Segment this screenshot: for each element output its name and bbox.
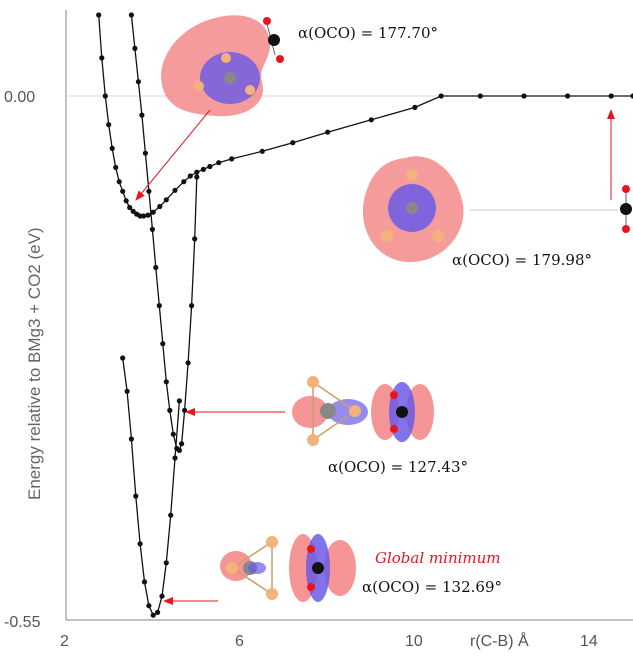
- data-point: [229, 156, 235, 162]
- data-point: [170, 431, 176, 437]
- data-point: [207, 163, 213, 170]
- data-point: [150, 209, 156, 215]
- data-point: [149, 226, 155, 232]
- data-point: [412, 104, 418, 110]
- data-point: [290, 140, 296, 146]
- data-point: [120, 188, 126, 194]
- data-point: [172, 187, 178, 193]
- data-point: [155, 609, 161, 616]
- data-point: [216, 160, 222, 166]
- angle-annotation-1: α(OCO) = 177.70°: [298, 24, 438, 42]
- data-point: [96, 12, 102, 18]
- data-point: [156, 303, 162, 309]
- x-tick-label: 14: [580, 633, 598, 650]
- orbital-illustration-3: [292, 376, 434, 446]
- data-point: [181, 179, 187, 185]
- x-tick-label: 2: [60, 633, 69, 650]
- data-point: [521, 93, 527, 99]
- data-point: [120, 355, 126, 361]
- data-point: [608, 93, 614, 99]
- data-point: [179, 441, 185, 447]
- data-point: [150, 612, 156, 618]
- global-minimum-label: Global minimum: [375, 549, 501, 567]
- data-point: [133, 493, 139, 499]
- angle-annotation-2: α(OCO) = 179.98°: [452, 251, 592, 269]
- data-point: [172, 455, 178, 461]
- data-point: [128, 436, 134, 442]
- orbital-illustration-2: [362, 156, 632, 262]
- data-point: [194, 169, 200, 175]
- data-point: [176, 398, 182, 404]
- angle-annotation-4: α(OCO) = 132.69°: [362, 578, 502, 596]
- data-point: [106, 122, 112, 128]
- y-tick-label: 0.00: [4, 89, 35, 106]
- data-point: [142, 150, 148, 156]
- y-tick-label: -0.55: [4, 614, 41, 631]
- y-axis-label: Energy relative to BMg3 + CO2 (eV): [25, 227, 44, 500]
- data-point: [176, 447, 182, 453]
- data-point: [163, 197, 169, 203]
- x-tick-label: 6: [235, 633, 244, 650]
- data-point: [368, 117, 374, 123]
- orbital-illustration-1: [161, 15, 284, 117]
- data-point: [146, 603, 152, 609]
- data-point: [109, 145, 115, 151]
- data-point: [157, 203, 163, 210]
- data-point: [146, 188, 152, 194]
- data-point: [124, 388, 130, 394]
- orbital-illustration-4: [220, 534, 356, 602]
- data-point: [259, 148, 265, 154]
- data-point: [141, 213, 147, 219]
- data-point: [102, 93, 108, 99]
- data-point: [116, 179, 122, 185]
- data-point: [145, 212, 151, 218]
- data-point: [159, 593, 165, 599]
- data-point: [168, 512, 174, 518]
- data-point: [200, 166, 206, 172]
- data-point: [163, 560, 169, 566]
- data-point: [139, 112, 145, 118]
- data-point: [123, 198, 129, 204]
- data-point: [113, 164, 119, 171]
- data-point: [630, 93, 633, 99]
- data-point: [163, 379, 169, 385]
- data-point: [325, 129, 331, 135]
- data-point: [135, 79, 141, 85]
- data-point: [137, 541, 143, 547]
- angle-annotation-3: α(OCO) = 127.43°: [328, 458, 468, 476]
- data-point: [189, 303, 195, 309]
- data-point: [141, 579, 148, 585]
- series-line-3: [122, 357, 181, 617]
- data-point: [565, 93, 571, 99]
- data-point: [153, 264, 159, 271]
- data-point: [99, 55, 105, 61]
- data-point: [192, 236, 198, 242]
- data-point: [438, 93, 444, 99]
- data-point: [187, 173, 193, 179]
- x-axis-label: r(C-B) Å: [470, 631, 529, 650]
- data-point: [128, 12, 134, 18]
- data-point: [167, 407, 173, 413]
- x-tick-label: 10: [405, 633, 423, 650]
- arrow-1: [135, 109, 211, 201]
- data-point: [127, 204, 133, 211]
- data-point: [130, 208, 136, 214]
- data-point: [185, 360, 191, 366]
- data-point: [194, 174, 200, 180]
- data-point: [477, 93, 483, 99]
- data-point: [160, 341, 166, 347]
- data-point: [132, 45, 138, 52]
